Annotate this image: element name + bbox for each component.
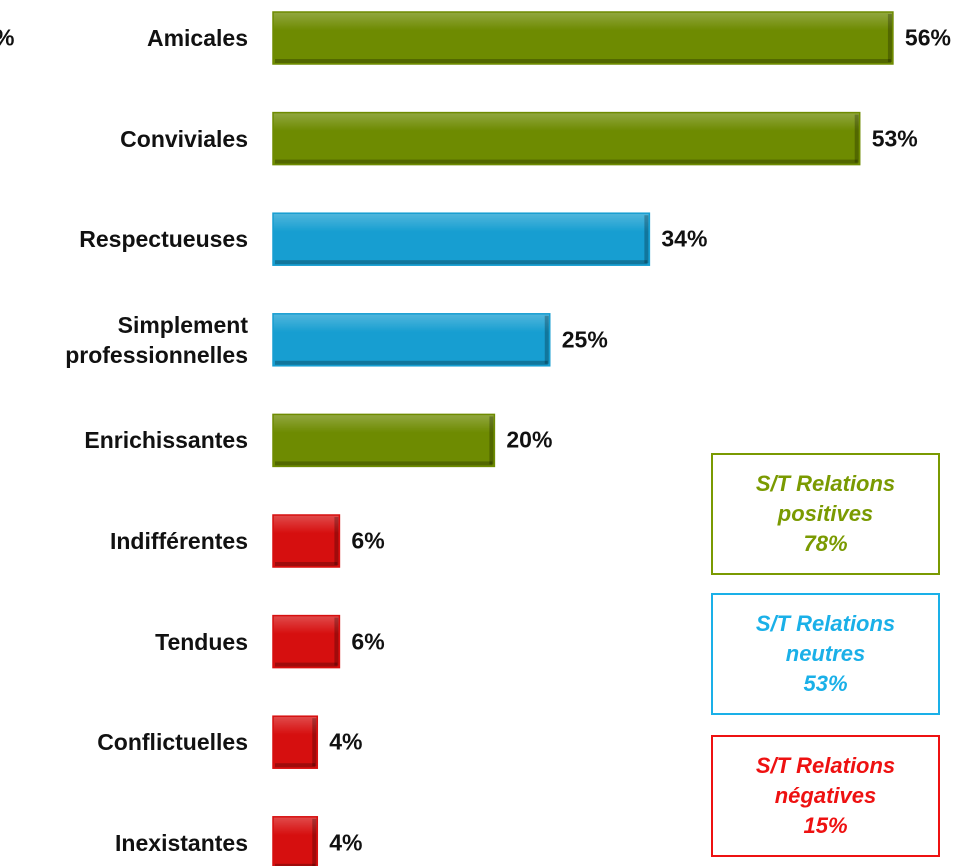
bar-shade xyxy=(887,14,892,62)
bar-shade xyxy=(275,360,548,365)
bar-shade xyxy=(275,863,316,866)
category-label: Tendues xyxy=(155,628,248,655)
category-label: Inexistantes xyxy=(115,829,248,856)
value-label: 6% xyxy=(351,527,385,554)
bar xyxy=(272,816,319,866)
bar-shade xyxy=(275,159,858,164)
value-label: 4% xyxy=(329,829,363,856)
value-label: 34% xyxy=(661,225,708,252)
category-label: Conflictuelles xyxy=(97,729,248,756)
bar-shade xyxy=(544,315,549,364)
bar xyxy=(272,212,651,266)
bar xyxy=(272,715,319,769)
value-label: 56% xyxy=(904,24,951,51)
bar-shade xyxy=(275,260,648,265)
bar-shade xyxy=(312,818,317,866)
value-label: 6% xyxy=(351,628,385,655)
bar-shade xyxy=(489,416,494,465)
summary-label: S/T Relations neutres xyxy=(755,611,896,666)
bar xyxy=(272,614,341,669)
bar-shade xyxy=(275,662,338,667)
summary-label: S/T Relations négatives xyxy=(755,753,896,808)
value-label: 4% xyxy=(329,728,363,755)
bar xyxy=(272,11,894,65)
value-label: 25% xyxy=(561,326,608,353)
annotation: % xyxy=(0,25,14,52)
bar-shade xyxy=(854,114,859,163)
bar-shade xyxy=(312,718,317,767)
category-label: Simplement professionnelles xyxy=(65,311,248,368)
category-label: Indifférentes xyxy=(109,528,248,554)
category-label: Respectueuses xyxy=(79,226,248,253)
value-label: 20% xyxy=(506,426,553,453)
summary-box: S/T Relations positives 78% xyxy=(711,453,940,575)
bar-shade xyxy=(334,517,339,565)
summary-box: S/T Relations neutres 53% xyxy=(711,593,940,715)
category-label: Enrichissantes xyxy=(84,427,248,454)
category-label: Conviviales xyxy=(120,125,248,152)
bar-shade xyxy=(644,215,649,264)
summary-box: S/T Relations négatives 15% xyxy=(711,735,940,857)
bar xyxy=(272,111,861,166)
value-label: 53% xyxy=(871,125,918,152)
summary-value: 15% xyxy=(803,813,848,838)
summary-value: 53% xyxy=(803,671,848,696)
bar-shade xyxy=(275,562,338,566)
bar-shade xyxy=(275,461,493,466)
summary-value: 78% xyxy=(803,531,848,556)
bar xyxy=(272,313,551,367)
bar-shade xyxy=(275,59,891,63)
bar xyxy=(272,514,341,568)
bar-shade xyxy=(275,763,316,768)
summary-label: S/T Relations positives xyxy=(755,471,896,526)
bar xyxy=(272,413,496,468)
category-label: Amicales xyxy=(146,25,248,51)
bar-shade xyxy=(334,617,339,666)
